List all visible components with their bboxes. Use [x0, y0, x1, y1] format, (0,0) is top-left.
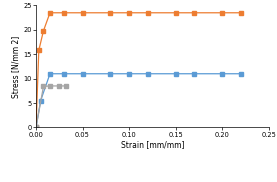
- Polyethene: [174, 73, 177, 75]
- Polyethene: [48, 73, 52, 75]
- Line: Bio Plastic: Bio Plastic: [34, 11, 242, 129]
- Polyethene: [62, 73, 66, 75]
- Bio Plastic: [42, 30, 45, 32]
- Line: Polyethene: Polyethene: [34, 72, 242, 129]
- Bio Plastic: [81, 12, 84, 14]
- Bio Plastic: [127, 12, 131, 14]
- Polyethene: [109, 73, 112, 75]
- Polyethene: [127, 73, 131, 75]
- Polyethene: [220, 73, 224, 75]
- Paper: [64, 85, 68, 87]
- Paper: [58, 85, 61, 87]
- Bio Plastic: [109, 12, 112, 14]
- Polyethene: [81, 73, 84, 75]
- Bio Plastic: [146, 12, 149, 14]
- Bio Plastic: [48, 12, 52, 14]
- Bio Plastic: [34, 126, 38, 128]
- Paper: [34, 126, 38, 128]
- Paper: [42, 85, 45, 88]
- Bio Plastic: [62, 12, 66, 14]
- Polyethene: [39, 100, 42, 102]
- Bio Plastic: [37, 49, 40, 52]
- Y-axis label: Stress [N/mm 2]: Stress [N/mm 2]: [12, 35, 20, 98]
- Polyethene: [146, 73, 149, 75]
- Paper: [48, 85, 52, 87]
- X-axis label: Strain [mm/mm]: Strain [mm/mm]: [120, 140, 184, 149]
- Polyethene: [34, 126, 38, 128]
- Polyethene: [193, 73, 196, 75]
- Bio Plastic: [193, 12, 196, 14]
- Polyethene: [239, 73, 242, 75]
- Bio Plastic: [220, 12, 224, 14]
- Bio Plastic: [239, 12, 242, 14]
- Line: Paper: Paper: [34, 84, 67, 129]
- Bio Plastic: [174, 12, 177, 14]
